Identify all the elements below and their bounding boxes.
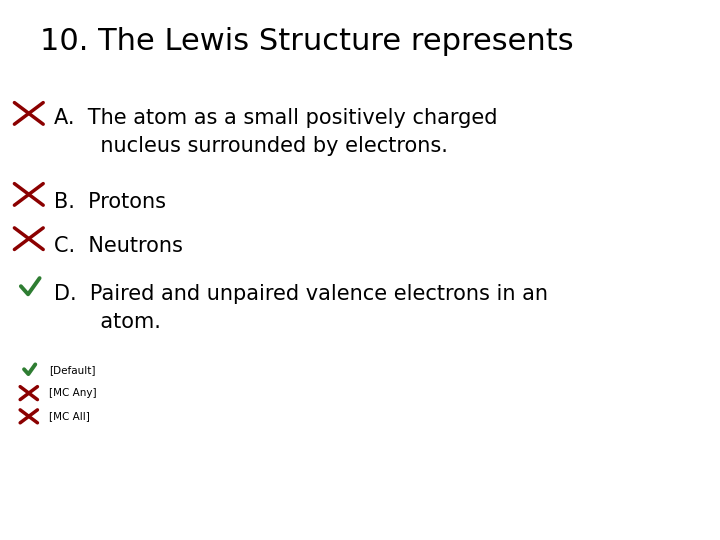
Text: B.  Protons: B. Protons (54, 192, 166, 212)
Text: A.  The atom as a small positively charged
       nucleus surrounded by electron: A. The atom as a small positively charge… (54, 108, 498, 156)
Text: C.  Neutrons: C. Neutrons (54, 236, 183, 256)
Text: 10. The Lewis Structure represents: 10. The Lewis Structure represents (40, 27, 573, 56)
Text: D.  Paired and unpaired valence electrons in an
       atom.: D. Paired and unpaired valence electrons… (54, 284, 548, 332)
Text: [MC All]: [MC All] (49, 411, 90, 421)
Text: [Default]: [Default] (49, 365, 96, 375)
Text: [MC Any]: [MC Any] (49, 388, 96, 398)
